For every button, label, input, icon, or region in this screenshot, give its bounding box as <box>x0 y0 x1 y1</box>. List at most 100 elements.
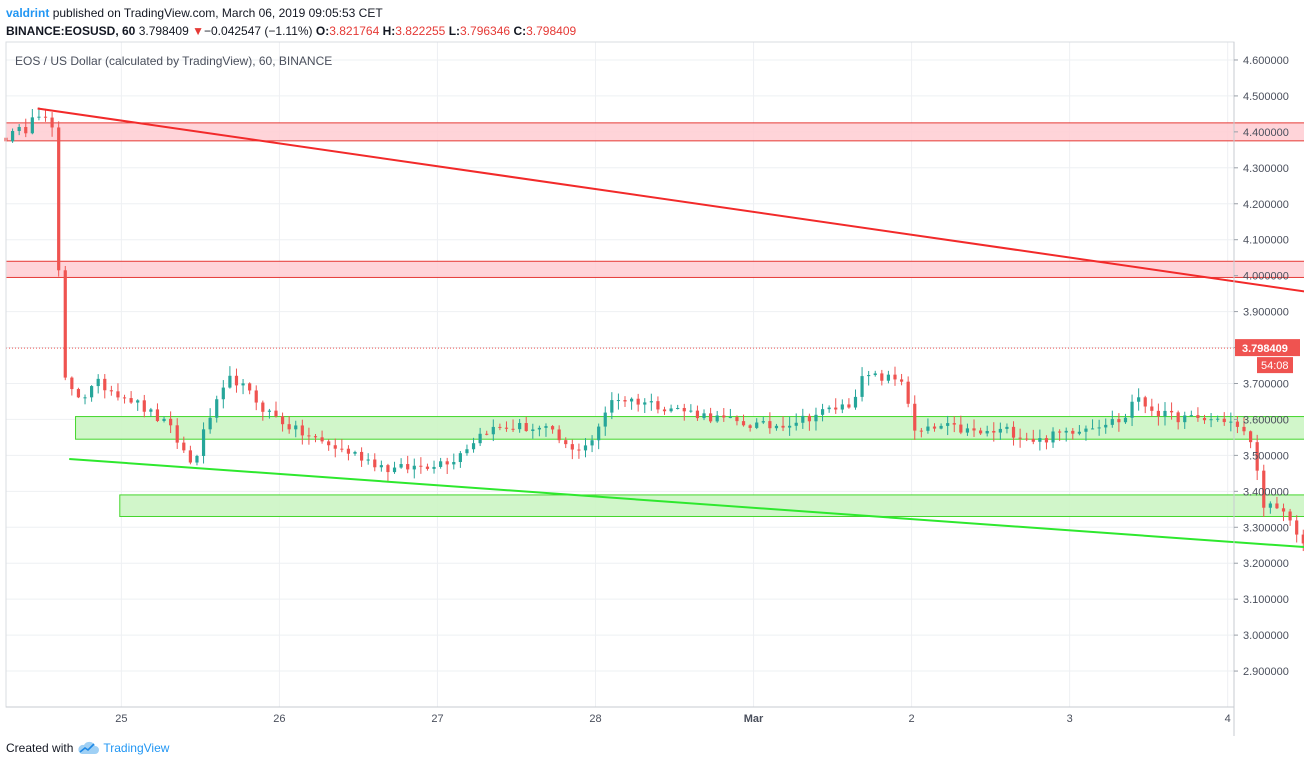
candle-up <box>985 430 989 434</box>
candle-up <box>215 399 219 418</box>
candle-up <box>379 465 383 468</box>
candle-up <box>195 455 199 463</box>
candle-down <box>175 425 179 443</box>
candle-up <box>1216 418 1220 420</box>
candle-down <box>623 400 627 402</box>
candle-down <box>906 381 910 404</box>
candle-down <box>307 435 311 437</box>
candle-down <box>511 428 515 430</box>
candle-down <box>880 373 884 381</box>
candle-down <box>327 441 331 446</box>
candle-down <box>564 440 568 445</box>
candle-down <box>234 375 239 386</box>
candle-down <box>386 465 390 473</box>
candle-up <box>761 421 765 423</box>
candle-down <box>122 397 127 399</box>
candle-up <box>392 467 397 473</box>
candle-down <box>695 410 700 419</box>
time-tick-label: 26 <box>273 713 285 725</box>
last-value: 3.798409 <box>138 24 189 38</box>
candle-up <box>1090 428 1095 430</box>
price-tick-label: 3.200000 <box>1243 558 1289 570</box>
candle-down <box>63 270 67 378</box>
ohlc-line: BINANCE:EOSUSD, 60 3.798409 ▼−0.042547 (… <box>6 22 576 40</box>
candle-down <box>103 378 107 391</box>
candle-down <box>1202 417 1207 421</box>
candle-down <box>847 404 851 408</box>
grid <box>6 42 1234 707</box>
candle-up <box>702 413 706 419</box>
candle-up <box>689 410 693 412</box>
candle-down <box>913 403 917 431</box>
candle-down <box>116 391 120 398</box>
candle-down <box>893 374 897 380</box>
candle-up <box>471 443 476 450</box>
candle-down <box>662 409 667 412</box>
candle-up <box>1084 428 1088 432</box>
open-label: O: <box>315 24 330 38</box>
candle-up <box>755 422 759 428</box>
countdown-value: 54:08 <box>1261 360 1289 372</box>
candles <box>4 107 1304 552</box>
symbol-label: BINANCE:EOSUSD, 60 <box>6 24 136 38</box>
price-tick-label: 4.200000 <box>1243 199 1289 211</box>
time-axis[interactable]: 25262728Mar2345678 <box>115 713 1304 725</box>
candle-up <box>399 464 403 468</box>
candle-up <box>676 407 680 409</box>
candle-up <box>228 375 232 388</box>
last-price-label: 3.798409 54:08 <box>1235 339 1300 374</box>
candle-down <box>1288 511 1292 521</box>
candle-down <box>768 421 772 429</box>
candle-down <box>1169 410 1174 413</box>
price-axis[interactable]: 2.900000 3.000000 3.100000 3.200000 3.300000… <box>1234 55 1289 678</box>
candle-down <box>919 430 923 432</box>
candle-up <box>616 400 621 402</box>
candle-up <box>10 131 15 142</box>
candle-up <box>478 433 482 444</box>
price-tick-label: 2.900000 <box>1243 666 1289 678</box>
candle-down <box>1071 430 1075 434</box>
candle-down <box>50 117 54 128</box>
candle-up <box>366 459 370 461</box>
candle-down <box>359 451 364 461</box>
candle-down <box>109 390 113 392</box>
candle-up <box>412 465 416 470</box>
low-label: L: <box>448 24 461 38</box>
candle-up <box>1209 419 1213 421</box>
candle-down <box>498 426 502 428</box>
candle-down <box>748 425 752 428</box>
price-tick-label: 3.400000 <box>1243 486 1289 498</box>
candle-down <box>1011 426 1016 438</box>
candle-down <box>959 424 963 433</box>
candle-up <box>939 425 943 429</box>
candle-up <box>491 426 495 435</box>
candle-down <box>807 415 811 422</box>
candle-up <box>1130 401 1134 418</box>
candle-down <box>1058 431 1062 433</box>
candle-up <box>597 426 601 441</box>
candle-down <box>972 428 976 431</box>
price-tick-label: 4.000000 <box>1243 271 1289 283</box>
time-tick-label: 27 <box>431 713 443 725</box>
candle-down <box>1143 397 1147 407</box>
candle-down <box>406 464 410 470</box>
time-tick-label: 3 <box>1067 713 1073 725</box>
candle-up <box>221 387 225 400</box>
candle-up <box>208 417 212 430</box>
price-tick-label: 3.700000 <box>1243 378 1289 390</box>
candle-down <box>899 379 904 382</box>
tradingview-brand-link[interactable]: TradingView <box>103 741 170 755</box>
candle-up <box>1097 427 1101 429</box>
candle-down <box>320 437 324 442</box>
username-link[interactable]: valdrint <box>6 6 50 20</box>
candle-up <box>794 422 798 426</box>
open-value: 3.821764 <box>329 24 380 38</box>
candle-down <box>274 410 278 417</box>
candle-down <box>735 417 739 422</box>
candle-down <box>656 401 660 410</box>
candle-up <box>149 409 153 412</box>
price-tick-label: 4.600000 <box>1243 55 1289 67</box>
candle-up <box>840 404 844 410</box>
footer: Created with TradingView <box>6 741 169 755</box>
